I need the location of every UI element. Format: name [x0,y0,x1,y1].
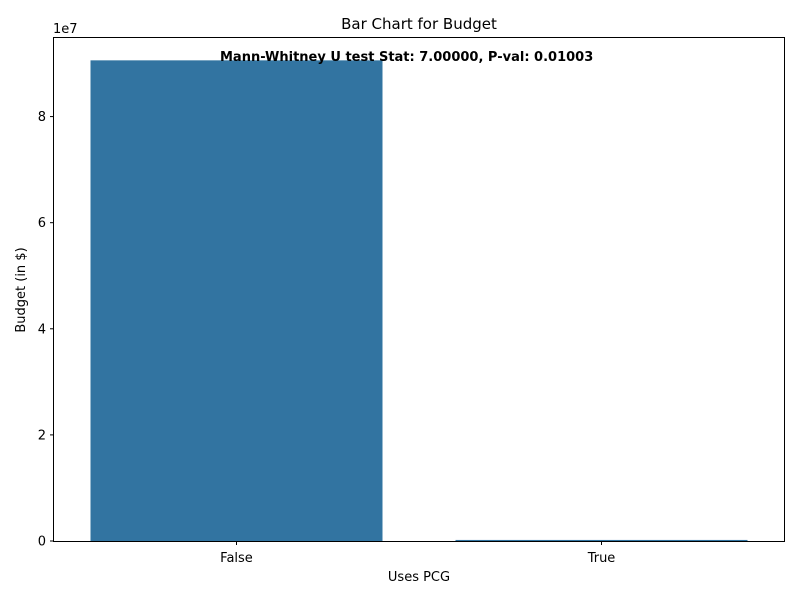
x-tick-label: True [587,551,616,566]
y-tick-label: 2 [38,428,46,443]
y-axis-ticks: 0 2 4 6 8 [38,110,54,550]
bars-group [90,60,748,541]
y-tick-label: 0 [38,535,46,550]
x-axis-label: Uses PCG [388,570,450,585]
y-tick-label: 4 [38,322,46,337]
y-axis-offset-label: 1e7 [53,22,78,37]
y-tick-label: 8 [38,110,46,125]
y-tick-label: 6 [38,216,46,231]
bar-false [90,60,383,541]
y-axis-label: Budget (in $) [14,247,29,332]
x-axis-ticks: False True [220,541,615,566]
plot-frame [53,37,785,542]
bar-true [455,539,748,541]
stat-annotation: Mann-Whitney U test Stat: 7.00000, P-val… [220,50,593,65]
x-tick-label: False [220,551,253,566]
chart-title: Bar Chart for Budget [341,15,497,33]
